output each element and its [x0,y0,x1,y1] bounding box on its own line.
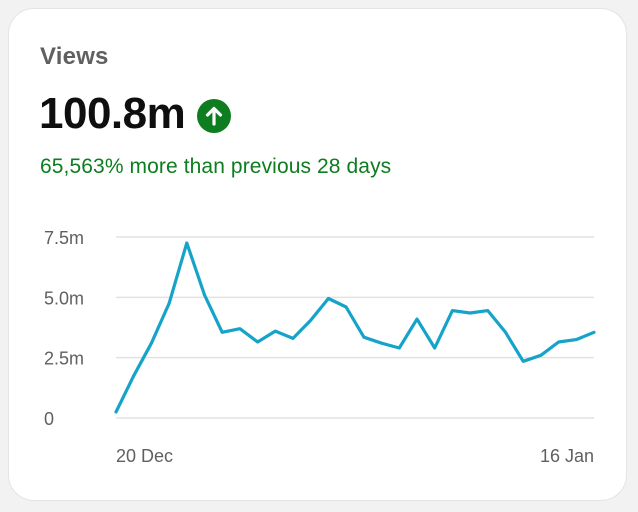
x-tick-label: 20 Dec [116,446,173,466]
comparison-text: 65,563% more than previous 28 days [40,155,392,178]
y-tick-label: 5.0m [44,288,84,308]
x-tick-label: 16 Jan [540,446,594,466]
views-total: 100.8m [39,89,186,138]
value-row: 100.8m [39,89,232,139]
y-tick-label: 7.5m [44,228,84,248]
card-title: Views [40,43,109,70]
views-series-line [114,241,596,414]
y-tick-label: 2.5m [44,349,84,369]
y-tick-label: 0 [44,409,54,429]
arrow-up-circle-icon [197,99,232,133]
views-card: Views 100.8m 65,563% more than previous … [8,8,627,501]
